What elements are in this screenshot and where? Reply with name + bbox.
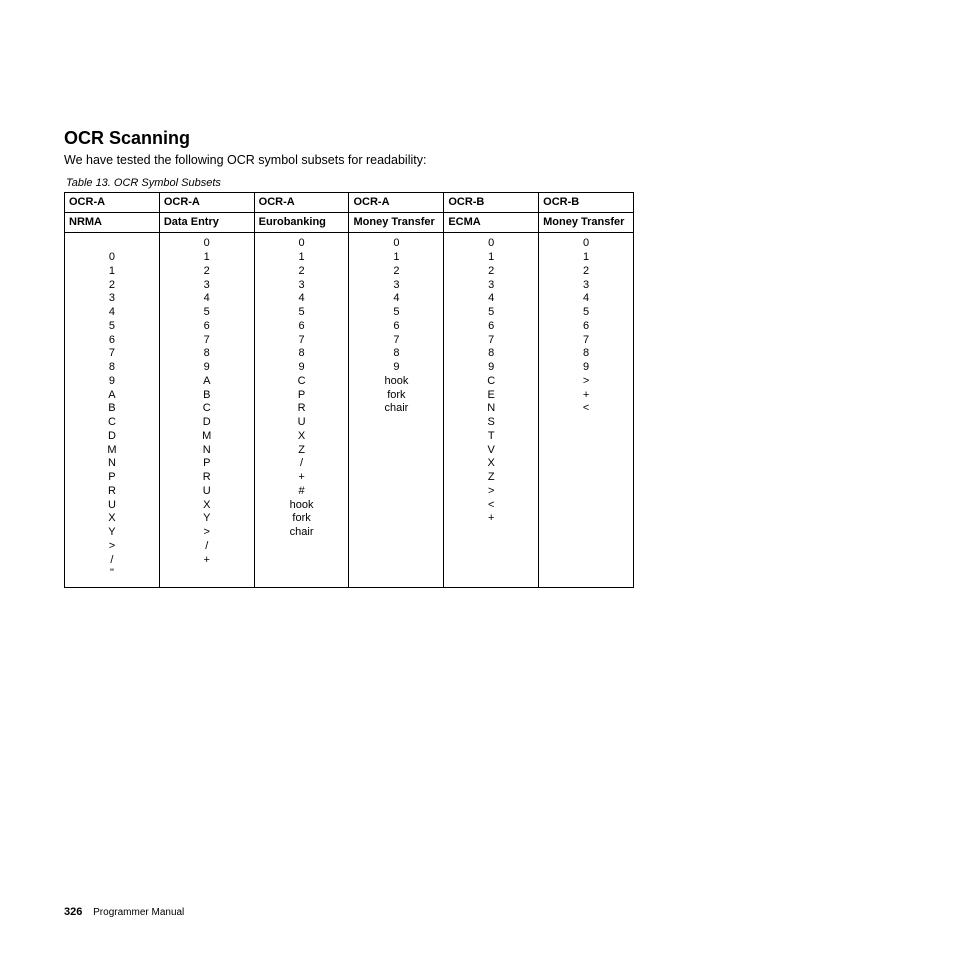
table-cell: 0 1 2 3 4 5 6 7 8 9 A B C D M N P R U X … [159, 233, 254, 588]
col-header-top: OCR-B [444, 193, 539, 213]
table-caption: Table 13. OCR Symbol Subsets [66, 177, 890, 189]
table-header-row-1: OCR-A OCR-A OCR-A OCR-A OCR-B OCR-B [65, 193, 634, 213]
page: OCR Scanning We have tested the followin… [0, 0, 954, 954]
col-header-sub: Money Transfer [539, 213, 634, 233]
col-header-sub: Money Transfer [349, 213, 444, 233]
col-header-top: OCR-A [254, 193, 349, 213]
table-cell: 0 1 2 3 4 5 6 7 8 9 C E N S T V X Z > < … [444, 233, 539, 588]
col-header-top: OCR-A [349, 193, 444, 213]
table-cell: 0 1 2 3 4 5 6 7 8 9 C P R U X Z / + # ho… [254, 233, 349, 588]
table-row: 0 1 2 3 4 5 6 7 8 9 A B C D M N P R U X … [65, 233, 634, 588]
section-heading: OCR Scanning [64, 128, 890, 149]
ocr-symbol-table: OCR-A OCR-A OCR-A OCR-A OCR-B OCR-B NRMA… [64, 192, 634, 588]
col-header-top: OCR-A [65, 193, 160, 213]
col-header-sub: ECMA [444, 213, 539, 233]
col-header-top: OCR-A [159, 193, 254, 213]
page-number: 326 [64, 906, 82, 918]
table-header-row-2: NRMA Data Entry Eurobanking Money Transf… [65, 213, 634, 233]
col-header-sub: Data Entry [159, 213, 254, 233]
table-body: 0 1 2 3 4 5 6 7 8 9 A B C D M N P R U X … [65, 233, 634, 588]
footer-title: Programmer Manual [93, 907, 184, 918]
col-header-sub: Eurobanking [254, 213, 349, 233]
table-cell: 0 1 2 3 4 5 6 7 8 9 hook fork chair [349, 233, 444, 588]
table-cell: 0 1 2 3 4 5 6 7 8 9 > + < [539, 233, 634, 588]
table-cell: 0 1 2 3 4 5 6 7 8 9 A B C D M N P R U X … [65, 233, 160, 588]
col-header-sub: NRMA [65, 213, 160, 233]
table-head: OCR-A OCR-A OCR-A OCR-A OCR-B OCR-B NRMA… [65, 193, 634, 233]
intro-text: We have tested the following OCR symbol … [64, 153, 890, 167]
col-header-top: OCR-B [539, 193, 634, 213]
page-footer: 326 Programmer Manual [64, 906, 184, 918]
